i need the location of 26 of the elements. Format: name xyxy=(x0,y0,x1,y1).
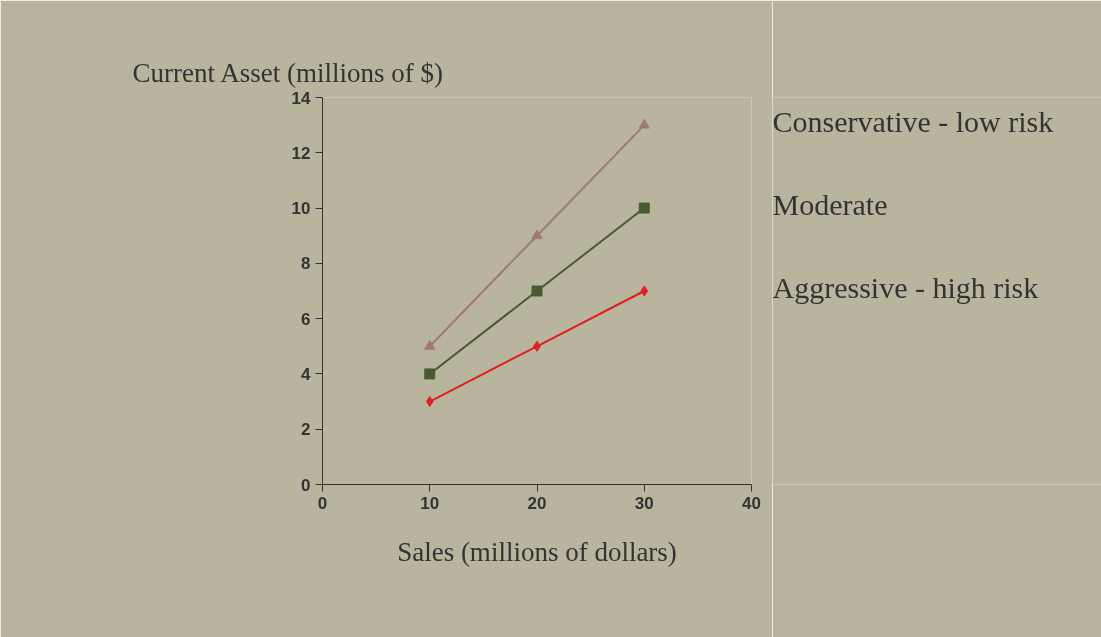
point xyxy=(638,202,650,214)
point xyxy=(424,340,436,350)
x-tick-label: 30 xyxy=(634,493,654,513)
x-tick-label: 0 xyxy=(317,493,328,513)
y-axis-title: Current Asset (millions of $) xyxy=(132,57,443,88)
point xyxy=(531,285,543,297)
x-axis-title: Sales (millions of dollars) xyxy=(397,536,677,567)
y-tick-label: 10 xyxy=(291,199,311,219)
text: Conservative - low risk xyxy=(772,104,1054,138)
y-tick-label: 4 xyxy=(301,364,312,384)
y-tick-label: 2 xyxy=(301,420,311,440)
text: Aggressive - high risk xyxy=(772,270,1039,304)
y-tick-label: 0 xyxy=(301,475,311,495)
y-tick-label: 14 xyxy=(291,88,312,108)
y-tick-label: 6 xyxy=(301,309,311,329)
x-tick-label: 40 xyxy=(742,493,761,513)
y-tick-label: 8 xyxy=(301,254,311,274)
y-tick-label: 12 xyxy=(291,143,311,163)
x-tick-label: 20 xyxy=(527,493,547,513)
point xyxy=(531,229,543,240)
point xyxy=(424,368,436,380)
point xyxy=(640,285,649,297)
text: Moderate xyxy=(772,187,888,221)
x-tick-label: 10 xyxy=(420,493,440,513)
point xyxy=(425,396,434,408)
point xyxy=(638,118,650,129)
